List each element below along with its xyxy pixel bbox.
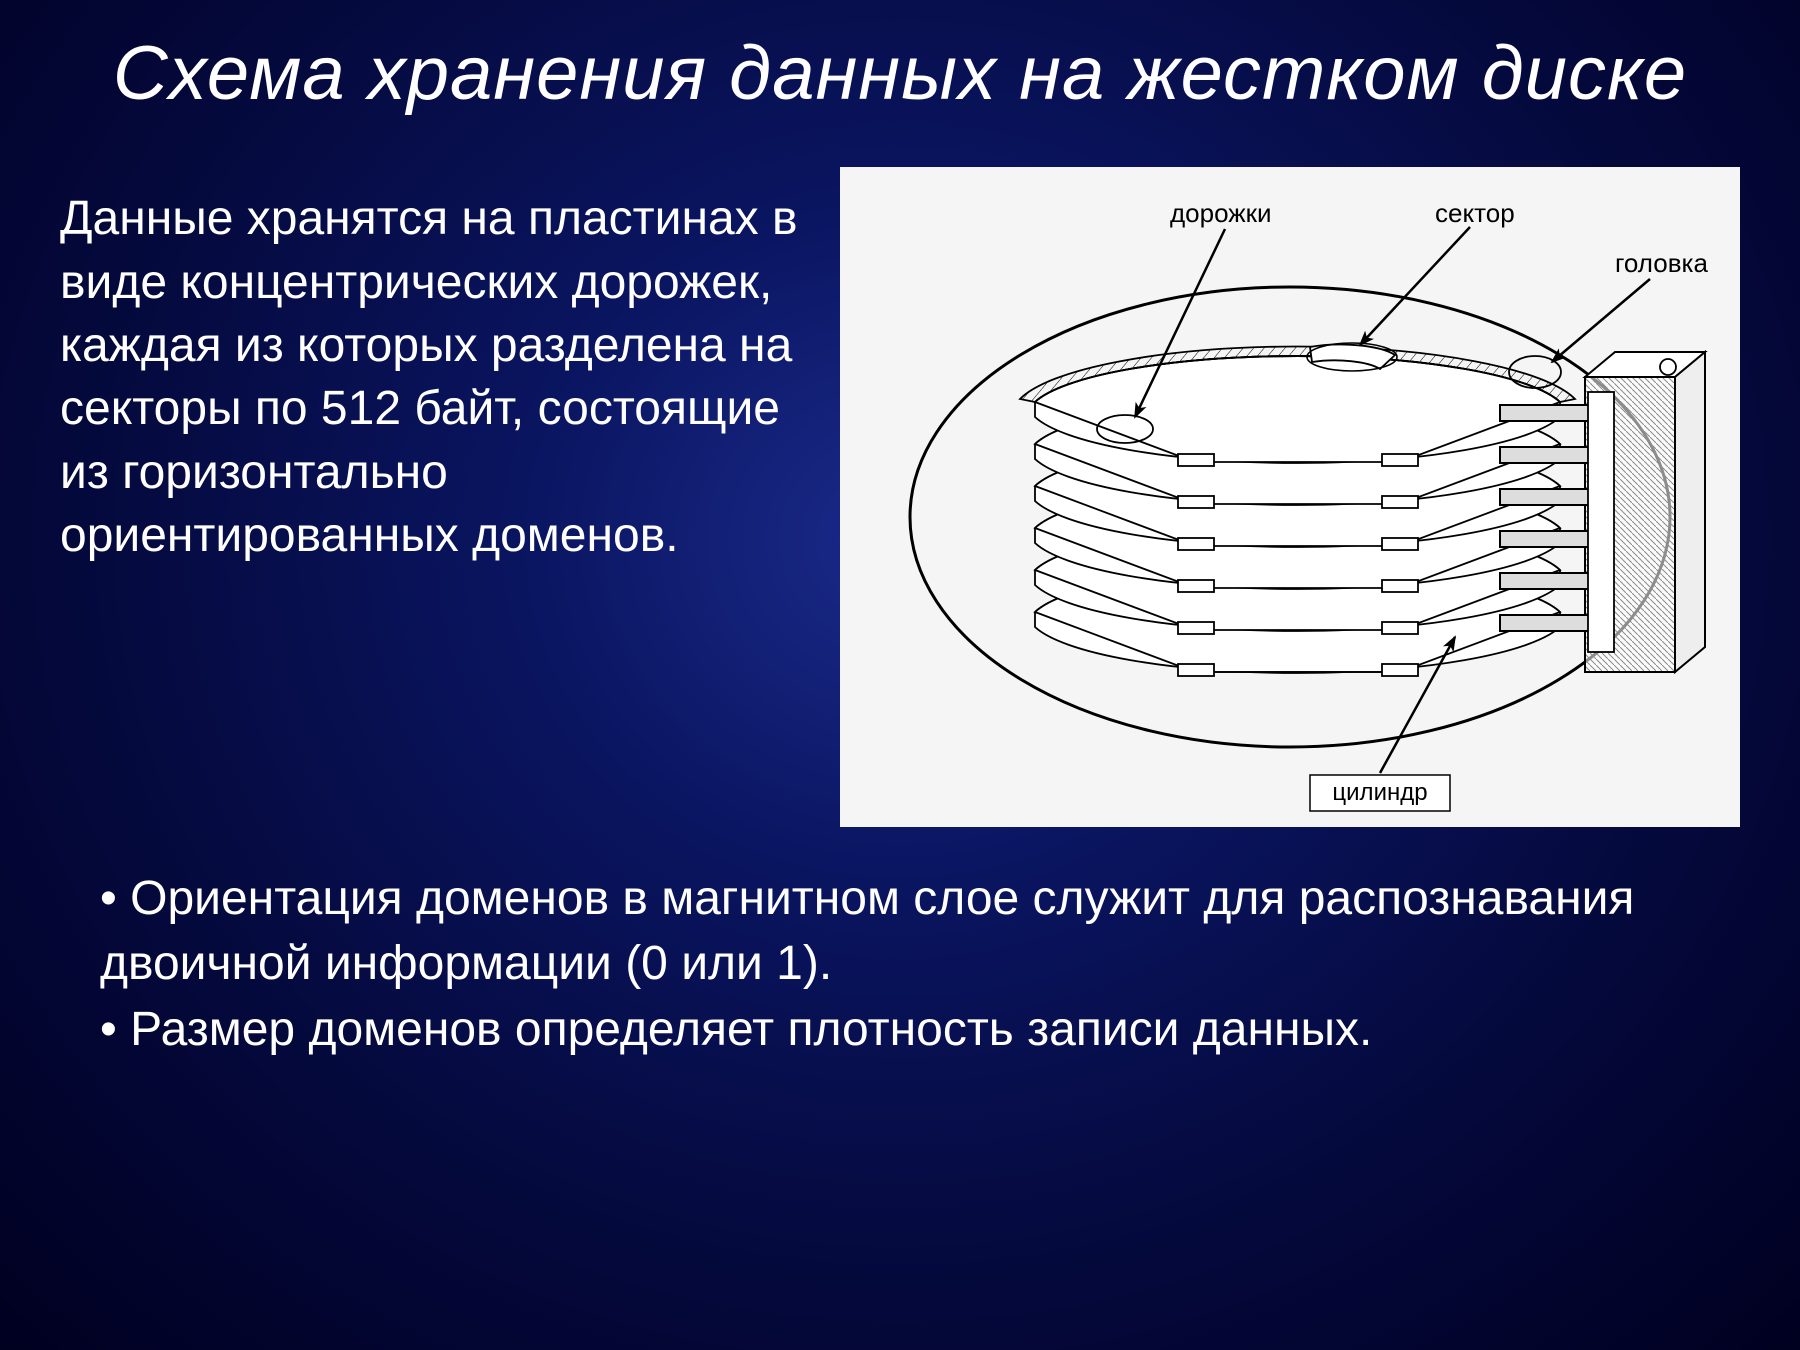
bullet-1: • Ориентация доменов в магнитном слое сл… [100,867,1720,996]
label-cylinder: цилиндр [1332,779,1427,806]
content-row: Данные хранятся на пластинах в виде конц… [0,117,1800,827]
bullet-1-text: Ориентация доменов в магнитном слое служ… [100,872,1634,989]
arrow-head [1552,279,1650,362]
label-track: дорожки [1170,198,1272,228]
main-paragraph: Данные хранятся на пластинах в виде конц… [60,167,800,827]
bullet-2: • Размер доменов определяет плотность за… [100,998,1720,1062]
label-sector: сектор [1435,198,1515,228]
disk-diagram: дорожки сектор головка цилиндр [840,167,1740,827]
label-head: головка [1615,248,1708,278]
bullet-2-text: Размер доменов определяет плотность запи… [130,1003,1372,1056]
arrow-sector [1360,227,1470,345]
slide-title: Схема хранения данных на жестком диске [0,0,1800,117]
bullets-block: • Ориентация доменов в магнитном слое сл… [0,827,1800,1062]
